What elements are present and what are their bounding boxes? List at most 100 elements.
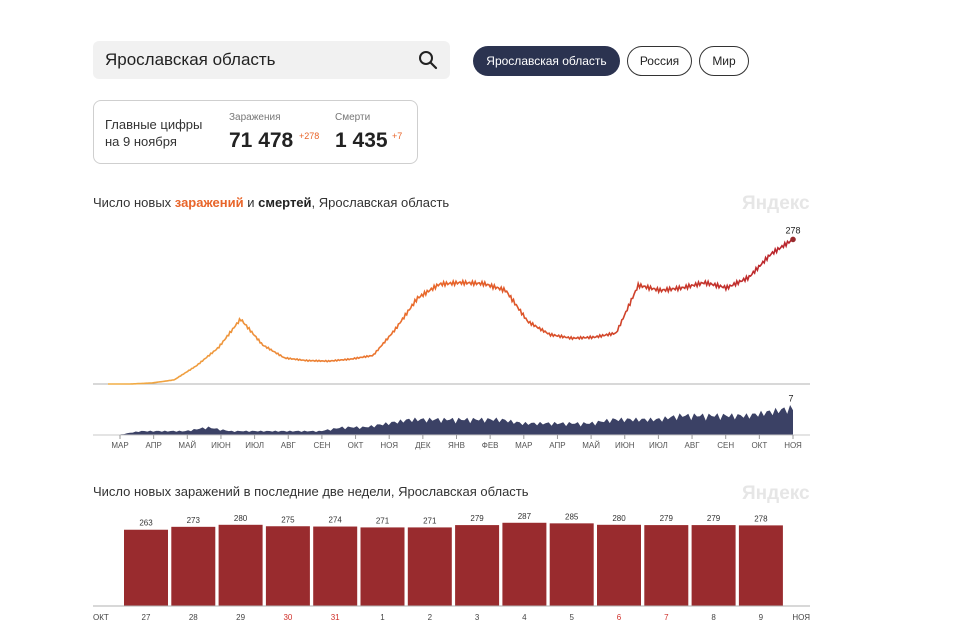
bar-category-label: 9: [759, 613, 764, 622]
bar-value-label: 287: [518, 512, 532, 521]
bar-category-label: 3: [475, 613, 480, 622]
chart1-x-tick-label: МАЙ: [582, 441, 600, 450]
bar: [738, 525, 783, 606]
bar-value-label: 273: [187, 516, 201, 525]
infections-value: 71 478: [229, 129, 294, 152]
chart1-x-tick-label: ДЕК: [415, 441, 431, 450]
chart1-x-axis: МАР АПР МАЙ ИЮН ИЮЛ АВГ СЕН ОКТ НОЯ ДЕК ЯНВ ФЕВ МАР А…: [111, 435, 802, 450]
bar-value-label: 279: [470, 514, 484, 523]
chart1-x-tick-label: ОКТ: [348, 441, 364, 450]
chart1-title-part3: и: [243, 195, 259, 210]
bar-value-label: 278: [754, 514, 768, 523]
bar: [360, 527, 405, 606]
region-button-yaroslavl[interactable]: Ярославская область: [473, 46, 620, 76]
bar: [313, 526, 358, 606]
bar: [691, 525, 736, 606]
chart1-x-tick-label: ИЮН: [211, 441, 231, 450]
chart1-x-tick-label: АПР: [549, 441, 565, 450]
bar-category-label: 27: [142, 613, 151, 622]
bar: [549, 523, 594, 606]
bar-value-label: 280: [612, 514, 626, 523]
bar-category-label: 31: [331, 613, 340, 622]
bar: [265, 526, 310, 606]
chart1-x-tick-label: АПР: [145, 441, 161, 450]
search-icon[interactable]: [418, 50, 438, 70]
chart2-title: Число новых заражений в последние две не…: [93, 484, 529, 499]
chart1-x-tick-label: МАР: [111, 441, 128, 450]
chart1-x-tick-label: МАР: [515, 441, 532, 450]
bar-axis-month-start: ОКТ: [93, 613, 109, 622]
bar-category-label: 30: [283, 613, 292, 622]
bar-category-label: 29: [236, 613, 245, 622]
chart1-x-tick-label: ИЮЛ: [245, 441, 264, 450]
chart1-x-tick-label: АВГ: [281, 441, 297, 450]
series-area-deaths: [95, 405, 793, 435]
bar: [597, 524, 641, 606]
bar-value-label: 275: [281, 515, 295, 524]
bar: [502, 522, 547, 606]
series-last-label-infections: 278: [785, 225, 800, 235]
chart1-title-infections: заражений: [174, 195, 244, 210]
bar-category-label: 28: [189, 613, 198, 622]
chart1-x-tick-label: НОЯ: [784, 441, 802, 450]
key-figures-date: на 9 ноября: [105, 134, 177, 149]
bar-value-label: 280: [234, 514, 248, 523]
chart1-x-tick-label: АВГ: [685, 441, 701, 450]
deaths-label: Смерти: [335, 112, 371, 123]
deaths-value: 1 435: [335, 129, 388, 152]
bar-value-label: 271: [376, 516, 390, 525]
series-last-label-deaths: 7: [788, 393, 793, 403]
series-endpoint-infections: [790, 236, 796, 243]
chart2-bars: 263 273 280 275 274 271 271 279 287 285 280 279 279 2…: [124, 512, 783, 606]
bar-category-label: 7: [664, 613, 669, 622]
yandex-watermark-1: Яндекс: [742, 193, 810, 214]
bar-value-label: 274: [329, 516, 343, 525]
region-button-world[interactable]: Мир: [699, 46, 749, 76]
chart1-title-part5: , Ярославская область: [311, 195, 450, 210]
deaths-delta: +7: [392, 131, 403, 141]
chart1-x-tick-label: СЕН: [313, 441, 330, 450]
chart1-title: Число новых заражений и смертей, Ярослав…: [93, 195, 449, 210]
bar: [644, 525, 689, 606]
bar: [218, 524, 263, 606]
chart1-x-tick-label: МАЙ: [178, 441, 196, 450]
chart1-x-tick-label: ФЕВ: [482, 441, 499, 450]
bar-value-label: 279: [660, 514, 674, 523]
bar-axis-month-end: НОЯ: [792, 613, 810, 622]
bar-category-label: 8: [711, 613, 716, 622]
series-line-infections: [108, 238, 794, 385]
bar: [124, 529, 168, 606]
bar: [407, 527, 452, 606]
key-figures-card: Главные цифры на 9 ноября Заражения 71 4…: [93, 100, 418, 164]
chart1-x-tick-label: СЕН: [717, 441, 734, 450]
bar: [171, 526, 216, 606]
chart1-x-tick-label: ИЮН: [615, 441, 635, 450]
bar-category-label: 5: [569, 613, 574, 622]
bar-category-label: 4: [522, 613, 527, 622]
bar-category-label: 1: [380, 613, 385, 622]
chart1-x-tick-label: ЯНВ: [448, 441, 465, 450]
bar-category-label: 2: [428, 613, 433, 622]
infections-label: Заражения: [229, 112, 281, 123]
chart1-x-tick-label: ИЮЛ: [649, 441, 668, 450]
search-input[interactable]: Ярославская область: [105, 50, 276, 69]
chart1-title-part1: Число новых: [93, 195, 175, 210]
bar-value-label: 263: [139, 519, 153, 528]
chart1-x-tick-label: НОЯ: [380, 441, 398, 450]
bar-value-label: 271: [423, 516, 437, 525]
chart1-title-deaths: смертей: [258, 195, 312, 210]
region-button-russia[interactable]: Россия: [627, 46, 692, 76]
bar: [455, 525, 500, 606]
key-figures-title: Главные цифры на 9 ноября: [105, 116, 202, 150]
chart2-x-axis: 27 28 29 30 31 1 2 3 4 5 6 7 8 9 ОКТ НОЯ: [93, 613, 810, 622]
infections-delta: +278: [299, 131, 320, 141]
region-search[interactable]: Ярославская область: [93, 41, 450, 79]
yandex-watermark-2: Яндекс: [742, 483, 810, 504]
bar-category-label: 6: [617, 613, 622, 622]
bar-value-label: 285: [565, 512, 579, 521]
bar-value-label: 279: [707, 514, 721, 523]
chart1-x-tick-label: ОКТ: [751, 441, 767, 450]
key-figures-title-line1: Главные цифры: [105, 117, 203, 132]
